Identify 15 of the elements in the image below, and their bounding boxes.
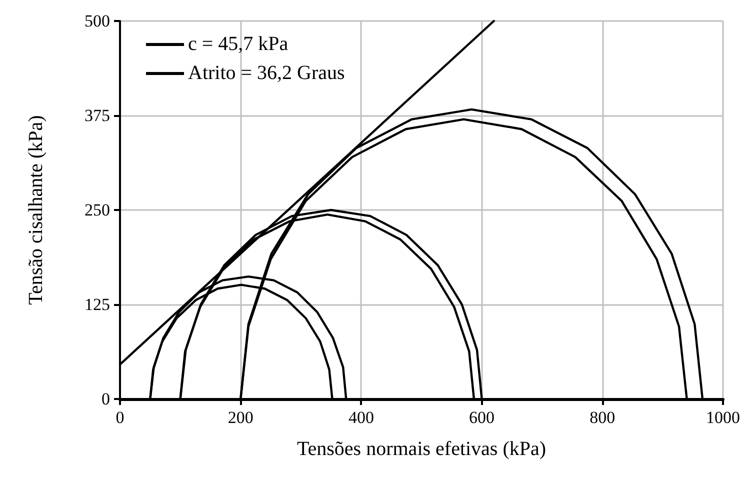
x-tick-label: 0 — [116, 408, 124, 427]
annotation: c = 45,7 kPa — [188, 32, 288, 57]
x-tick-label: 200 — [228, 408, 254, 427]
x-tick-label: 1000 — [706, 408, 740, 427]
y-tick-label: 375 — [84, 106, 110, 125]
x-tick-label: 800 — [590, 408, 616, 427]
y-tick-label: 125 — [84, 295, 110, 314]
y-axis-title: Tensão cisalhante (kPa) — [25, 115, 47, 305]
y-tick-label: 250 — [84, 200, 110, 220]
y-tick-label: 0 — [102, 390, 110, 408]
annotation: Atrito = 36,2 Graus — [188, 61, 345, 86]
x-axis-title: Tensões normais efetivas (kPa) — [296, 438, 546, 460]
x-tick-label: 600 — [469, 408, 495, 427]
x-tick-label: 400 — [348, 408, 374, 427]
y-tick-label: 500 — [84, 12, 110, 30]
